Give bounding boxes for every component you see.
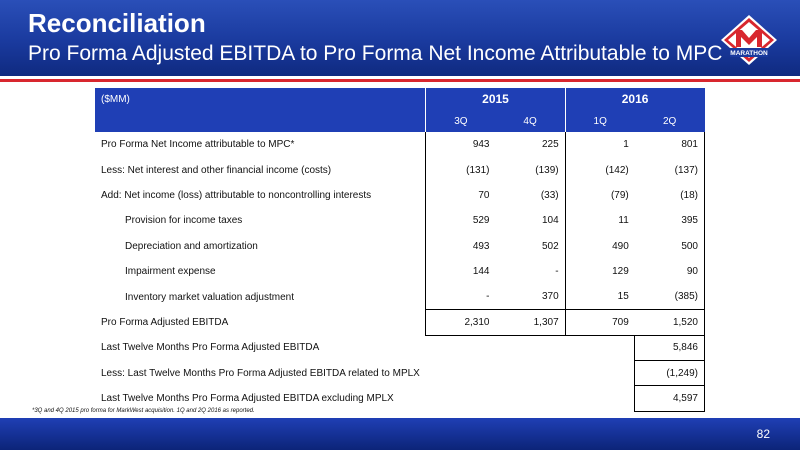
ltm-label: Last Twelve Months Pro Forma Adjusted EB… — [101, 342, 320, 354]
cell-value: (142) — [564, 157, 635, 183]
cell-value: (18) — [634, 182, 705, 209]
cell-value: (385) — [634, 284, 705, 310]
cell-value: 943 — [425, 132, 496, 158]
table-header-years: ($MM) 2015 2016 — [95, 88, 705, 110]
year-2015: 2015 — [425, 88, 566, 110]
cell-value: 144 — [425, 258, 496, 285]
cell-value: 490 — [564, 233, 635, 259]
cell-value: 529 — [425, 208, 496, 234]
total-value: 2,310 — [425, 309, 496, 336]
ltm-value: 4,597 — [634, 385, 705, 412]
cell-value: 1 — [564, 132, 635, 158]
table-row: Inventory market valuation adjustment - … — [95, 284, 705, 310]
footer-bar: 82 — [0, 418, 800, 450]
cell-value: 395 — [634, 208, 705, 234]
row-label: Provision for income taxes — [125, 215, 243, 227]
ltm-row: Last Twelve Months Pro Forma Adjusted EB… — [95, 385, 705, 412]
footnote: *3Q and 4Q 2015 pro forma for MarkWest a… — [32, 408, 255, 414]
row-label: Less: Net interest and other financial i… — [101, 164, 332, 176]
ltm-spacer — [426, 386, 635, 411]
cell-value: 129 — [564, 258, 635, 285]
total-value: 709 — [564, 309, 635, 336]
ltm-label: Less: Last Twelve Months Pro Forma Adjus… — [101, 367, 420, 379]
ltm-label: Last Twelve Months Pro Forma Adjusted EB… — [101, 393, 394, 405]
row-label: Pro Forma Net Income attributable to MPC… — [101, 139, 295, 151]
table-row: Pro Forma Net Income attributable to MPC… — [95, 132, 705, 158]
table-row: Impairment expense 144 - 129 90 — [95, 258, 705, 285]
cell-value: (79) — [564, 182, 635, 209]
ltm-spacer — [426, 335, 635, 360]
unit-label: ($MM) — [95, 88, 426, 110]
page-title: Reconciliation — [28, 8, 206, 38]
quarter-4q: 4Q — [495, 110, 566, 132]
ltm-spacer — [426, 361, 635, 386]
total-label: Pro Forma Adjusted EBITDA — [101, 316, 229, 328]
cell-value: (137) — [634, 157, 705, 183]
year-2016: 2016 — [564, 88, 705, 110]
cell-value: 11 — [564, 208, 635, 234]
ltm-value: (1,249) — [634, 360, 705, 387]
table-row: Provision for income taxes 529 104 11 39… — [95, 208, 705, 234]
cell-value: 801 — [634, 132, 705, 158]
header-accent-stripe — [0, 79, 800, 82]
cell-value: 225 — [541, 139, 559, 151]
row-label: Add: Net income (loss) attributable to n… — [101, 189, 372, 201]
cell-value: 15 — [564, 284, 635, 310]
ltm-row: Less: Last Twelve Months Pro Forma Adjus… — [95, 360, 705, 387]
total-value: 1,307 — [495, 309, 566, 336]
cell-value: 90 — [634, 258, 705, 285]
table-row: Depreciation and amortization 493 502 49… — [95, 233, 705, 259]
total-row: Pro Forma Adjusted EBITDA 2,310 1,307 70… — [95, 309, 705, 336]
table-header-quarters: 3Q 4Q 1Q 2Q — [95, 110, 705, 132]
cell-value: 370 — [541, 291, 559, 303]
header-divider — [0, 76, 800, 79]
header-spacer — [95, 110, 426, 132]
logo-text: MARATHON — [730, 50, 768, 57]
cell-value: (131) — [425, 157, 496, 183]
reconciliation-table: ($MM) 2015 2016 3Q 4Q 1Q 2Q Pro Forma Ne… — [95, 88, 705, 412]
page-number: 82 — [756, 427, 770, 441]
quarter-3q: 3Q — [425, 110, 496, 132]
table-row: Less: Net interest and other financial i… — [95, 157, 705, 183]
marathon-logo: MARATHON — [721, 15, 777, 65]
table-row: Add: Net income (loss) attributable to n… — [95, 182, 705, 209]
row-label: Depreciation and amortization — [125, 240, 258, 252]
cell-value: (33) — [540, 189, 559, 201]
cell-value: 70 — [425, 182, 496, 209]
quarter-1q: 1Q — [564, 110, 635, 132]
cell-value: 502 — [541, 240, 559, 252]
header-bar — [0, 0, 800, 76]
cell-value: 104 — [541, 215, 559, 227]
cell-value: - — [425, 284, 496, 310]
ltm-row: Last Twelve Months Pro Forma Adjusted EB… — [95, 334, 705, 362]
quarter-2q: 2Q — [634, 110, 705, 132]
row-label: Inventory market valuation adjustment — [125, 291, 294, 303]
ltm-value: 5,846 — [634, 334, 705, 362]
total-value: 1,520 — [634, 309, 705, 336]
page-subtitle: Pro Forma Adjusted EBITDA to Pro Forma N… — [28, 42, 723, 65]
row-label: Impairment expense — [125, 266, 216, 278]
cell-value: 493 — [425, 233, 496, 259]
cell-value: (139) — [535, 164, 559, 176]
cell-value: - — [555, 266, 559, 278]
cell-value: 500 — [634, 233, 705, 259]
